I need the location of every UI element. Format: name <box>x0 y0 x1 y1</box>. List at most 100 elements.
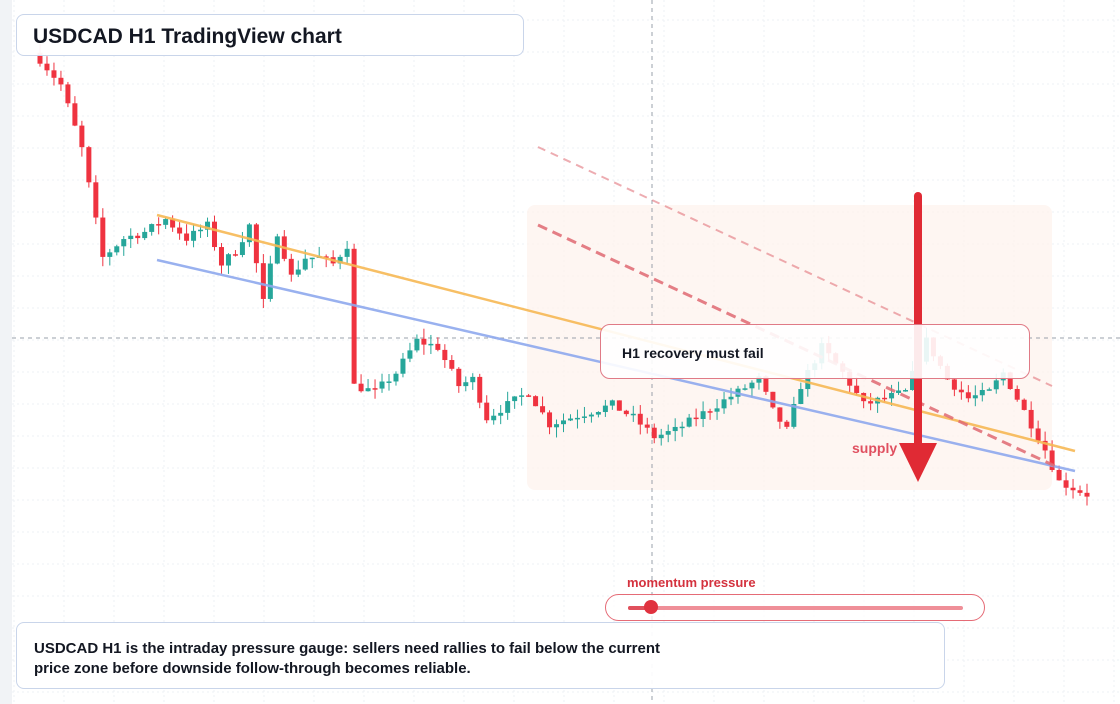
candle-bullish <box>567 418 573 421</box>
candle-bearish <box>358 383 364 392</box>
candle-bearish <box>170 219 176 228</box>
candle-bearish <box>1077 490 1083 493</box>
down-arrow-icon <box>899 443 937 482</box>
candle-bullish <box>721 399 727 409</box>
candle-bullish <box>679 426 685 429</box>
candle-bullish <box>896 390 902 393</box>
candle-bullish <box>225 254 231 266</box>
price-scale-strip <box>0 0 12 704</box>
candle-bullish <box>574 417 580 420</box>
momentum-pressure-gauge <box>605 594 985 621</box>
candle-bullish <box>993 380 999 390</box>
candle-bullish <box>295 269 301 275</box>
candle-bearish <box>435 343 441 350</box>
candle-bearish <box>100 217 106 257</box>
candle-bearish <box>1084 492 1090 497</box>
candle-bullish <box>470 376 476 383</box>
candle-bullish <box>972 395 978 399</box>
candle-bullish <box>267 263 273 299</box>
candle-bearish <box>616 400 622 411</box>
candle-bullish <box>239 242 245 255</box>
candle-bearish <box>547 412 553 428</box>
candle-bearish <box>623 410 629 415</box>
candle-bullish <box>581 416 587 418</box>
candle-bearish <box>218 247 224 266</box>
candle-bearish <box>212 221 217 248</box>
candle-bullish <box>386 381 392 383</box>
candle-bearish <box>958 389 964 393</box>
candle-bullish <box>979 389 985 396</box>
candle-bearish <box>784 421 790 427</box>
candle-bullish <box>505 401 511 413</box>
candle-bullish <box>665 431 671 435</box>
candle-bullish <box>595 412 601 415</box>
candle-bullish <box>163 219 169 225</box>
candle-bearish <box>86 147 92 183</box>
candle-bearish <box>253 224 259 264</box>
candle-bullish <box>588 414 594 417</box>
candle-bearish <box>232 254 238 256</box>
candle-bullish <box>365 388 371 392</box>
candle-bearish <box>651 427 657 439</box>
candle-bullish <box>414 338 420 351</box>
candle-bearish <box>1042 440 1048 451</box>
candle-bearish <box>1049 450 1055 470</box>
candle-bearish <box>526 395 532 397</box>
candle-bearish <box>965 392 971 399</box>
candle-bullish <box>142 231 148 239</box>
recovery-callout: H1 recovery must fail <box>600 324 1030 379</box>
candle-bearish <box>37 52 43 64</box>
candle-bullish <box>246 224 252 243</box>
candle-bearish <box>79 125 85 148</box>
candle-bearish <box>44 63 50 71</box>
candle-bullish <box>700 411 706 420</box>
candle-bullish <box>609 400 615 406</box>
candle-bullish <box>274 236 280 264</box>
candle-bearish <box>442 349 448 361</box>
candle-bearish <box>72 103 78 126</box>
pressure-track <box>628 606 963 610</box>
candle-bearish <box>58 77 64 85</box>
candle-bullish <box>344 248 350 257</box>
candle-bearish <box>540 406 546 413</box>
candle-bullish <box>749 382 755 389</box>
candle-bearish <box>763 376 769 392</box>
candle-bearish <box>533 396 539 407</box>
candle-bullish <box>498 412 504 416</box>
pressure-knob[interactable] <box>644 600 659 614</box>
candle-bullish <box>630 413 636 416</box>
candle-bearish <box>1035 428 1041 441</box>
candle-bullish <box>393 373 399 382</box>
candle-bullish <box>463 382 469 387</box>
candle-bullish <box>658 434 664 439</box>
candle-bullish <box>554 424 560 428</box>
candle-bearish <box>93 182 99 218</box>
candle-bearish <box>288 258 294 275</box>
candle-bullish <box>309 257 315 260</box>
candle-bearish <box>868 401 874 404</box>
candle-bullish <box>986 389 992 391</box>
channel-line-upper <box>537 146 1053 387</box>
candle-bearish <box>351 248 357 384</box>
candle-bullish <box>400 358 406 374</box>
candle-bullish <box>686 417 692 427</box>
candle-bullish <box>512 396 518 402</box>
candle-bullish <box>107 252 113 257</box>
candle-bullish <box>742 388 748 390</box>
candle-bullish <box>407 350 413 359</box>
candle-bearish <box>456 368 462 387</box>
supply-zone-label: supply <box>852 440 897 456</box>
candle-bullish <box>149 224 155 232</box>
candle-bullish <box>602 405 608 413</box>
candle-bearish <box>951 379 957 390</box>
candle-bullish <box>379 381 385 389</box>
candle-bullish <box>889 392 895 399</box>
candle-bearish <box>1063 480 1069 488</box>
candle-bearish <box>707 411 713 413</box>
candle-bearish <box>156 224 162 226</box>
candle-bullish <box>121 239 127 247</box>
candle-bullish <box>191 230 197 241</box>
candle-bullish <box>114 246 120 253</box>
candle-bearish <box>323 256 329 258</box>
candle-bearish <box>184 233 190 241</box>
